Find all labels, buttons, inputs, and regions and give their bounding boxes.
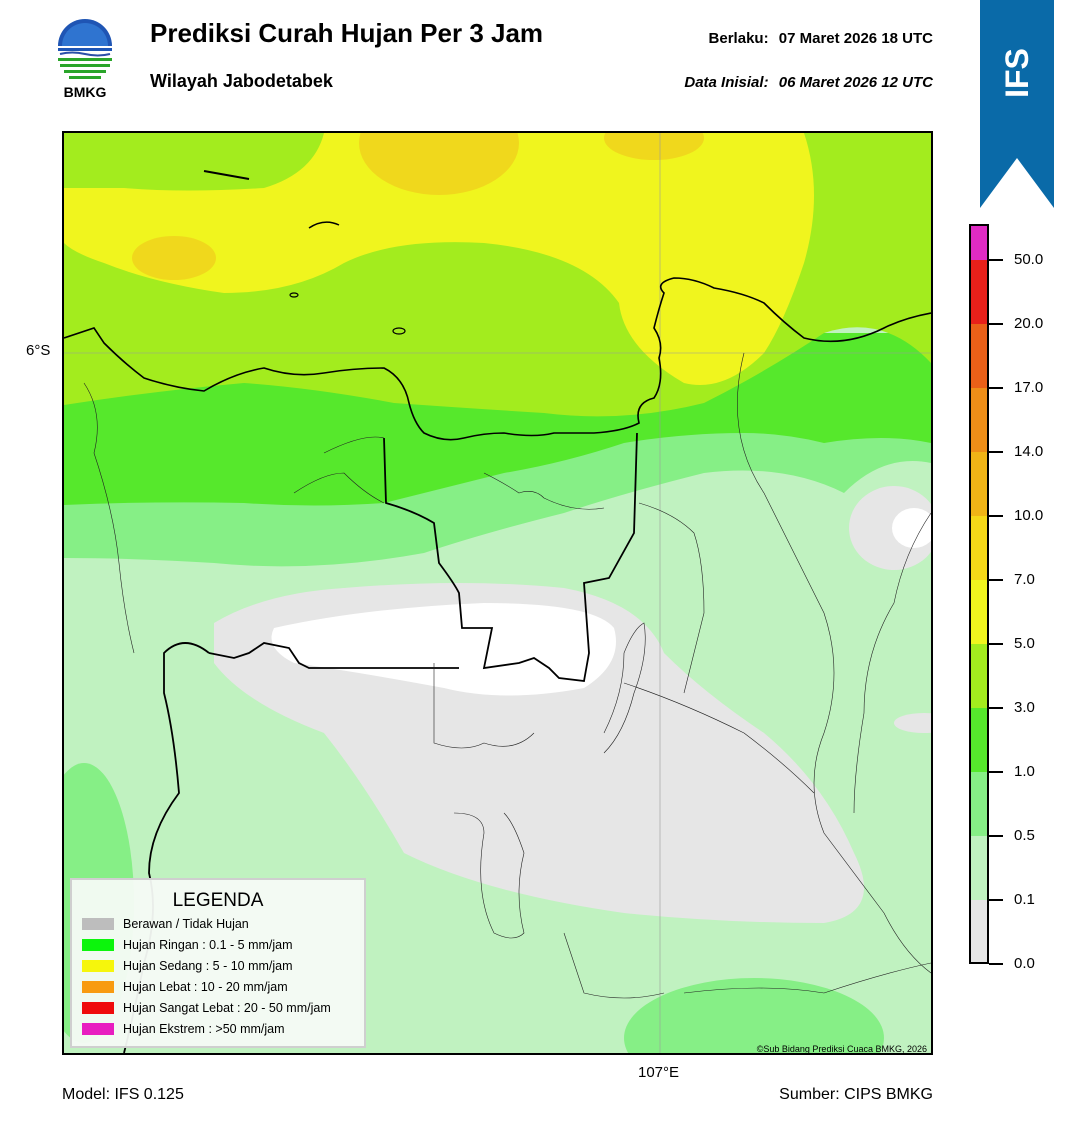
island [308, 221, 340, 229]
legend-label: Hujan Ringan : 0.1 - 5 mm/jam [123, 938, 293, 952]
legend-item: Hujan Sangat Lebat : 20 - 50 mm/jam [82, 1000, 331, 1016]
legend-title: LEGENDA [172, 890, 264, 911]
colorbar-tick-label: 0.0 [1014, 955, 1035, 972]
rain-field-7.0-a [359, 133, 519, 195]
colorbar-segment [969, 772, 989, 836]
valid-time-value: 07 Maret 2026 18 UTC [778, 30, 933, 47]
province-border-bogor [208, 642, 459, 669]
colorbar-tick-label: 7.0 [1014, 571, 1035, 588]
rain-field-3.0-north [64, 133, 324, 191]
legend-swatch [82, 918, 114, 930]
init-time: Data Inisial: 06 Maret 2026 12 UTC [684, 74, 933, 91]
island [203, 170, 250, 180]
legend-box: LEGENDA Berawan / Tidak Hujan Hujan Ringa… [70, 878, 366, 1048]
colorbar-tick [989, 387, 1003, 389]
colorbar-segment [969, 900, 989, 964]
regency-borders [83, 352, 931, 999]
colorbar-segment [969, 644, 989, 708]
legend-item: Berawan / Tidak Hujan [82, 916, 249, 932]
legend-item: Hujan Ekstrem : >50 mm/jam [82, 1021, 285, 1037]
island [392, 327, 406, 335]
colorbar-segment [969, 388, 989, 452]
colorbar [969, 224, 989, 964]
province-border-jakarta [383, 432, 638, 682]
logo-text: BMKG [63, 84, 107, 100]
colorbar-tick [989, 323, 1003, 325]
source-label: Sumber: CIPS BMKG [779, 1086, 933, 1103]
rain-field-7.0-b [132, 236, 216, 280]
colorbar-tick-label: 5.0 [1014, 635, 1035, 652]
colorbar-tick-label: 14.0 [1014, 443, 1044, 460]
colorbar-border [969, 224, 989, 964]
map-subtitle: Wilayah Jabodetabek [150, 71, 333, 91]
map-title: Prediksi Curah Hujan Per 3 Jam [150, 18, 544, 48]
colorbar-tick-label: 3.0 [1014, 699, 1035, 716]
init-time-label: Data Inisial: [684, 74, 769, 91]
coastline [64, 277, 931, 441]
ifs-ribbon-text: IFS [999, 48, 1035, 98]
colorbar-segment [969, 224, 989, 260]
colorbar-tick [989, 771, 1003, 773]
colorbar-segment [969, 580, 989, 644]
colorbar-tick [989, 259, 1003, 261]
ifs-ribbon-label: IFS [999, 48, 1035, 98]
no-rain-east-small [894, 713, 931, 733]
init-time-value: 06 Maret 2026 12 UTC [778, 74, 933, 91]
legend-item: Hujan Lebat : 10 - 20 mm/jam [82, 979, 288, 995]
colorbar-tick [989, 963, 1003, 965]
colorbar-tick-label: 0.5 [1014, 827, 1035, 844]
legend-swatch [82, 981, 114, 993]
colorbar-segment [969, 836, 989, 900]
legend-label: Hujan Sangat Lebat : 20 - 50 mm/jam [123, 1001, 331, 1015]
colorbar-tick-label: 20.0 [1014, 315, 1044, 332]
legend-swatch [82, 960, 114, 972]
legend-label: Hujan Sedang : 5 - 10 mm/jam [123, 959, 293, 973]
legend-swatch [82, 1023, 114, 1035]
colorbar-segment [969, 516, 989, 580]
rain-field-7.0-c [604, 133, 704, 160]
no-rain-east-core [892, 508, 931, 548]
colorbar-tick [989, 835, 1003, 837]
colorbar-tick-label: 17.0 [1014, 379, 1044, 396]
colorbar-segment [969, 708, 989, 772]
ifs-ribbon [980, 0, 1054, 208]
longitude-label: 107°E [638, 1064, 680, 1081]
legend-swatch [82, 939, 114, 951]
colorbar-tick [989, 579, 1003, 581]
bmkg-logo [58, 19, 112, 79]
legend-item: Hujan Ringan : 0.1 - 5 mm/jam [82, 937, 293, 953]
colorbar-segment [969, 260, 989, 324]
legend-label: Berawan / Tidak Hujan [123, 917, 249, 931]
legend-label: Hujan Ekstrem : >50 mm/jam [123, 1022, 285, 1036]
colorbar-tick [989, 451, 1003, 453]
map-copyright: ©Sub Bidang Prediksi Cuaca BMKG, 2026 [756, 1044, 927, 1054]
no-rain-east [849, 486, 931, 570]
no-rain-core [271, 603, 616, 696]
legend-swatch [82, 1002, 114, 1014]
colorbar-tick [989, 899, 1003, 901]
latitude-label: 6°S [26, 342, 51, 359]
colorbar-segment [969, 324, 989, 388]
rain-field-0.5-south [624, 978, 884, 1053]
legend-item: Hujan Sedang : 5 - 10 mm/jam [82, 958, 293, 974]
colorbar-tick-label: 50.0 [1014, 251, 1044, 268]
colorbar-tick [989, 643, 1003, 645]
colorbar-tick-label: 1.0 [1014, 763, 1035, 780]
colorbar-tick [989, 515, 1003, 517]
valid-time: Berlaku: 07 Maret 2026 18 UTC [709, 30, 933, 47]
colorbar-tick-label: 10.0 [1014, 507, 1044, 524]
island [289, 292, 299, 298]
colorbar-segment [969, 452, 989, 516]
valid-time-label: Berlaku: [708, 30, 769, 47]
legend-label: Hujan Lebat : 10 - 20 mm/jam [123, 980, 288, 994]
model-label: Model: IFS 0.125 [62, 1086, 184, 1103]
colorbar-tick [989, 707, 1003, 709]
colorbar-tick-label: 0.1 [1014, 891, 1035, 908]
rain-field-5.0 [64, 133, 814, 385]
